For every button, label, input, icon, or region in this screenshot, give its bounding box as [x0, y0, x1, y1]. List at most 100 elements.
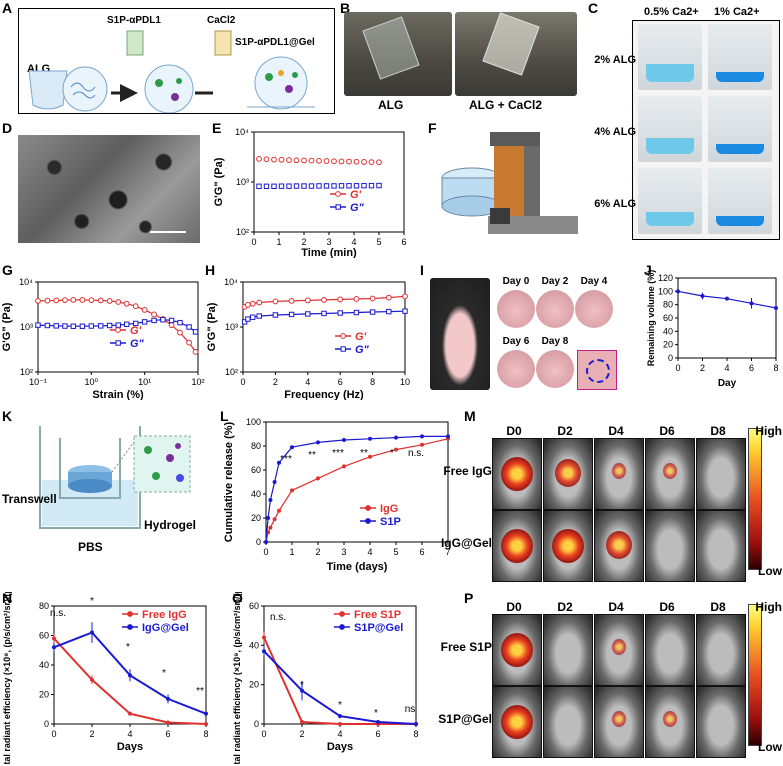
data-point [338, 158, 345, 165]
x-tick-label: 4 [337, 729, 342, 739]
plot-frame [265, 421, 449, 543]
y-tick-label: 0 [44, 719, 49, 729]
gel-fill [716, 216, 764, 226]
y-tick-label: 60 [39, 631, 49, 641]
ivis-image [696, 686, 746, 758]
row-label: IgG@Gel [440, 536, 492, 550]
data-point [35, 322, 41, 328]
data-point [286, 183, 292, 189]
data-point [256, 183, 262, 190]
data-point [338, 722, 342, 726]
row-label: Free S1P [440, 640, 492, 654]
data-point [321, 310, 327, 317]
legend-marker [365, 505, 371, 511]
significance-label: * [126, 642, 130, 653]
c-row-label: 2% ALG [594, 54, 636, 66]
x-axis-label: Time (min) [301, 247, 357, 258]
panel-label-c: C [588, 0, 599, 16]
legend-label: IgG [380, 503, 398, 515]
significance-label: ** [196, 686, 204, 697]
data-point [288, 311, 295, 318]
data-point [168, 322, 175, 329]
significance-label: * [90, 596, 94, 607]
data-point [192, 329, 199, 335]
ivis-image [594, 510, 644, 582]
data-point [35, 298, 41, 304]
panel-label-n: N [2, 590, 13, 606]
day-header: D0 [506, 600, 522, 614]
ivis-image [543, 686, 593, 758]
y-tick-label: 80 [251, 441, 261, 451]
legend-label: G" [130, 338, 145, 350]
y-tick-label: 10⁴ [224, 277, 238, 287]
x-axis-label: Time (days) [327, 561, 388, 573]
data-point [88, 323, 95, 329]
data-point [263, 183, 270, 190]
legend-marker [339, 611, 345, 617]
data-point [244, 301, 251, 308]
significance-label: *** [280, 454, 292, 465]
data-point [53, 297, 60, 304]
data-point [749, 301, 754, 306]
x-axis-label: Day [718, 378, 737, 389]
chart-o-s1p-radiant: 0 2 4 6 8 0 20 40 60 Days Total radiant efficiency… [232, 592, 419, 764]
y-tick-label: 10² [236, 227, 249, 237]
data-point [368, 454, 372, 459]
zoom-photo [577, 350, 617, 390]
panel-label-f: F [428, 120, 437, 136]
legend-label: G" [355, 344, 370, 356]
x-tick-label: 8 [773, 363, 778, 373]
data-point [79, 297, 86, 303]
x-tick-label: 6 [338, 377, 343, 387]
x-tick-label: 1 [276, 237, 281, 247]
dashed-circle [586, 359, 610, 383]
data-point [106, 322, 113, 329]
data-point [141, 306, 148, 313]
data-point [52, 645, 56, 650]
day-header: D2 [557, 424, 573, 438]
transwell-label: Transwell [2, 492, 57, 506]
data-point [725, 296, 729, 301]
ivis-image [594, 438, 644, 510]
data-point [262, 649, 266, 654]
y-tick-label: 10³ [236, 177, 249, 187]
data-point [256, 313, 262, 319]
significance-label: * [338, 700, 342, 711]
data-point [676, 289, 680, 294]
y-axis-label: Remaining volume (%) [646, 270, 656, 367]
x-tick-label: 6 [401, 237, 406, 247]
y-tick-label: 10² [20, 367, 33, 377]
ivis-image [492, 510, 542, 582]
data-point [44, 297, 51, 304]
pbs-label: PBS [78, 540, 103, 554]
ivis-image [543, 438, 593, 510]
panel-label-i: I [420, 262, 424, 278]
x-tick-label: 1 [289, 547, 294, 557]
data-point [414, 722, 418, 726]
y-tick-label: 100 [658, 286, 673, 296]
data-point [128, 711, 132, 716]
significance-label: ** [308, 450, 316, 461]
y-tick-label: 0 [256, 537, 261, 547]
y-tick-label: 60 [251, 465, 261, 475]
y-tick-label: 40 [249, 640, 259, 650]
low-label: Low [758, 564, 782, 578]
ivis-image [594, 614, 644, 686]
significance-label: ** [360, 448, 368, 459]
data-point [361, 182, 367, 189]
ivis-image [492, 614, 542, 686]
data-point [245, 316, 251, 322]
day-header: D0 [506, 424, 522, 438]
significance-label: *** [332, 448, 344, 459]
data-point [331, 183, 337, 189]
legend-marker [365, 518, 371, 524]
y-tick-label: 20 [249, 680, 259, 690]
data-point [368, 159, 375, 166]
data-point [376, 720, 380, 725]
significance-label: * [162, 668, 166, 679]
data-point [44, 322, 51, 329]
x-axis-label: Frequency (Hz) [284, 389, 364, 400]
x-tick-label: 2 [301, 237, 306, 247]
high-label: High [755, 424, 782, 438]
ivis-image [543, 510, 593, 582]
